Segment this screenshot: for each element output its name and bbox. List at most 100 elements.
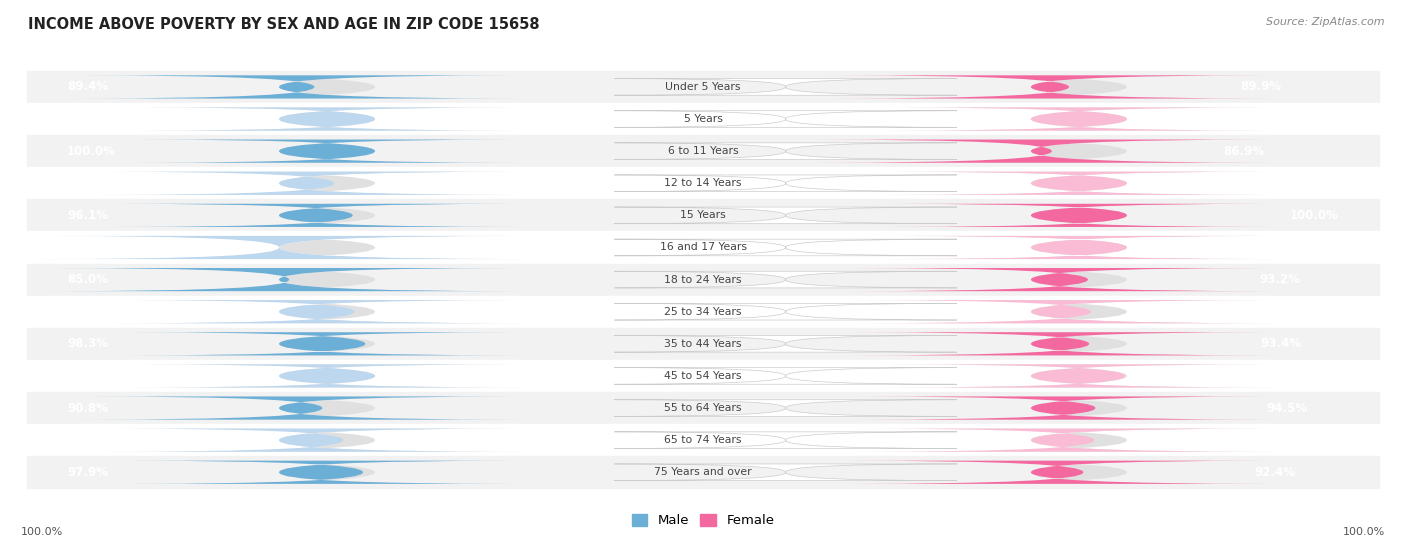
FancyBboxPatch shape: [51, 268, 517, 291]
Text: 25 to 34 Years: 25 to 34 Years: [664, 307, 742, 317]
FancyBboxPatch shape: [614, 207, 957, 224]
FancyBboxPatch shape: [614, 464, 957, 481]
Legend: Male, Female: Male, Female: [626, 509, 780, 533]
Text: 93.2%: 93.2%: [1260, 273, 1301, 286]
FancyBboxPatch shape: [136, 204, 517, 227]
FancyBboxPatch shape: [889, 75, 1270, 98]
Text: 86.9%: 86.9%: [1223, 145, 1264, 158]
Bar: [27, 360, 1379, 392]
FancyBboxPatch shape: [889, 268, 1270, 291]
FancyBboxPatch shape: [136, 107, 517, 131]
FancyBboxPatch shape: [889, 107, 1270, 131]
Text: 85.0%: 85.0%: [67, 273, 108, 286]
FancyBboxPatch shape: [136, 429, 517, 452]
FancyBboxPatch shape: [136, 268, 517, 291]
FancyBboxPatch shape: [136, 461, 517, 484]
FancyBboxPatch shape: [858, 396, 1270, 420]
Text: 100.0%: 100.0%: [21, 527, 63, 537]
FancyBboxPatch shape: [889, 236, 1270, 259]
Text: 89.4%: 89.4%: [67, 80, 108, 93]
FancyBboxPatch shape: [614, 239, 957, 256]
FancyBboxPatch shape: [851, 332, 1270, 356]
FancyBboxPatch shape: [136, 396, 517, 420]
Text: Under 5 Years: Under 5 Years: [665, 82, 741, 92]
FancyBboxPatch shape: [125, 461, 517, 484]
Text: 35 to 44 Years: 35 to 44 Years: [664, 339, 742, 349]
FancyBboxPatch shape: [889, 461, 1270, 484]
Bar: [27, 456, 1379, 489]
Text: 100.0%: 100.0%: [67, 369, 115, 382]
FancyBboxPatch shape: [614, 111, 957, 127]
Bar: [27, 328, 1379, 360]
FancyBboxPatch shape: [76, 75, 517, 98]
Text: 100.0%: 100.0%: [67, 145, 115, 158]
FancyBboxPatch shape: [889, 429, 1270, 452]
FancyBboxPatch shape: [136, 364, 517, 387]
FancyBboxPatch shape: [856, 429, 1270, 452]
Bar: [27, 167, 1379, 200]
Text: 65 to 74 Years: 65 to 74 Years: [664, 435, 742, 445]
Text: Source: ZipAtlas.com: Source: ZipAtlas.com: [1267, 17, 1385, 27]
Text: 93.4%: 93.4%: [1260, 337, 1301, 350]
FancyBboxPatch shape: [136, 300, 517, 323]
Bar: [27, 392, 1379, 424]
Text: 12 to 14 Years: 12 to 14 Years: [664, 178, 742, 188]
FancyBboxPatch shape: [614, 304, 957, 320]
Text: 94.3%: 94.3%: [1265, 434, 1306, 447]
FancyBboxPatch shape: [614, 432, 957, 448]
Text: 45 to 54 Years: 45 to 54 Years: [664, 371, 742, 381]
FancyBboxPatch shape: [831, 75, 1270, 98]
FancyBboxPatch shape: [96, 172, 517, 195]
Text: 100.0%: 100.0%: [1291, 209, 1339, 222]
Text: 96.4%: 96.4%: [67, 305, 108, 318]
Text: 98.3%: 98.3%: [67, 337, 108, 350]
Text: 6 to 11 Years: 6 to 11 Years: [668, 146, 738, 156]
FancyBboxPatch shape: [852, 300, 1270, 323]
FancyBboxPatch shape: [889, 204, 1270, 227]
FancyBboxPatch shape: [136, 364, 517, 387]
Text: 100.0%: 100.0%: [1343, 527, 1385, 537]
Text: INCOME ABOVE POVERTY BY SEX AND AGE IN ZIP CODE 15658: INCOME ABOVE POVERTY BY SEX AND AGE IN Z…: [28, 17, 540, 32]
Text: 5 Years: 5 Years: [683, 114, 723, 124]
Text: 96.1%: 96.1%: [67, 209, 108, 222]
FancyBboxPatch shape: [614, 335, 957, 352]
Bar: [27, 263, 1379, 296]
Text: 89.9%: 89.9%: [1240, 80, 1281, 93]
FancyBboxPatch shape: [614, 400, 957, 416]
FancyBboxPatch shape: [136, 172, 517, 195]
Text: 100.0%: 100.0%: [1291, 112, 1339, 126]
FancyBboxPatch shape: [889, 172, 1270, 195]
FancyBboxPatch shape: [849, 268, 1270, 291]
FancyBboxPatch shape: [889, 140, 1270, 163]
Bar: [27, 103, 1379, 135]
FancyBboxPatch shape: [889, 396, 1270, 420]
Bar: [27, 71, 1379, 103]
FancyBboxPatch shape: [114, 204, 517, 227]
Text: 15 Years: 15 Years: [681, 210, 725, 220]
FancyBboxPatch shape: [136, 75, 517, 98]
Bar: [27, 424, 1379, 456]
FancyBboxPatch shape: [105, 429, 517, 452]
FancyBboxPatch shape: [614, 271, 957, 288]
FancyBboxPatch shape: [136, 332, 517, 356]
FancyBboxPatch shape: [889, 107, 1270, 131]
Text: 18 to 24 Years: 18 to 24 Years: [664, 274, 742, 285]
Text: 92.4%: 92.4%: [1254, 466, 1295, 479]
Bar: [27, 231, 1379, 263]
FancyBboxPatch shape: [889, 300, 1270, 323]
Text: 55 to 64 Years: 55 to 64 Years: [664, 403, 742, 413]
Text: 92.9%: 92.9%: [67, 177, 108, 190]
FancyBboxPatch shape: [136, 140, 517, 163]
FancyBboxPatch shape: [41, 236, 517, 259]
FancyBboxPatch shape: [136, 140, 517, 163]
Text: 100.0%: 100.0%: [67, 112, 115, 126]
FancyBboxPatch shape: [614, 175, 957, 192]
FancyBboxPatch shape: [614, 143, 957, 159]
Text: 90.8%: 90.8%: [67, 401, 108, 415]
FancyBboxPatch shape: [889, 204, 1270, 227]
Text: 99.7%: 99.7%: [1296, 369, 1337, 382]
FancyBboxPatch shape: [889, 172, 1270, 195]
FancyBboxPatch shape: [814, 140, 1270, 163]
FancyBboxPatch shape: [84, 396, 517, 420]
FancyBboxPatch shape: [887, 364, 1270, 387]
